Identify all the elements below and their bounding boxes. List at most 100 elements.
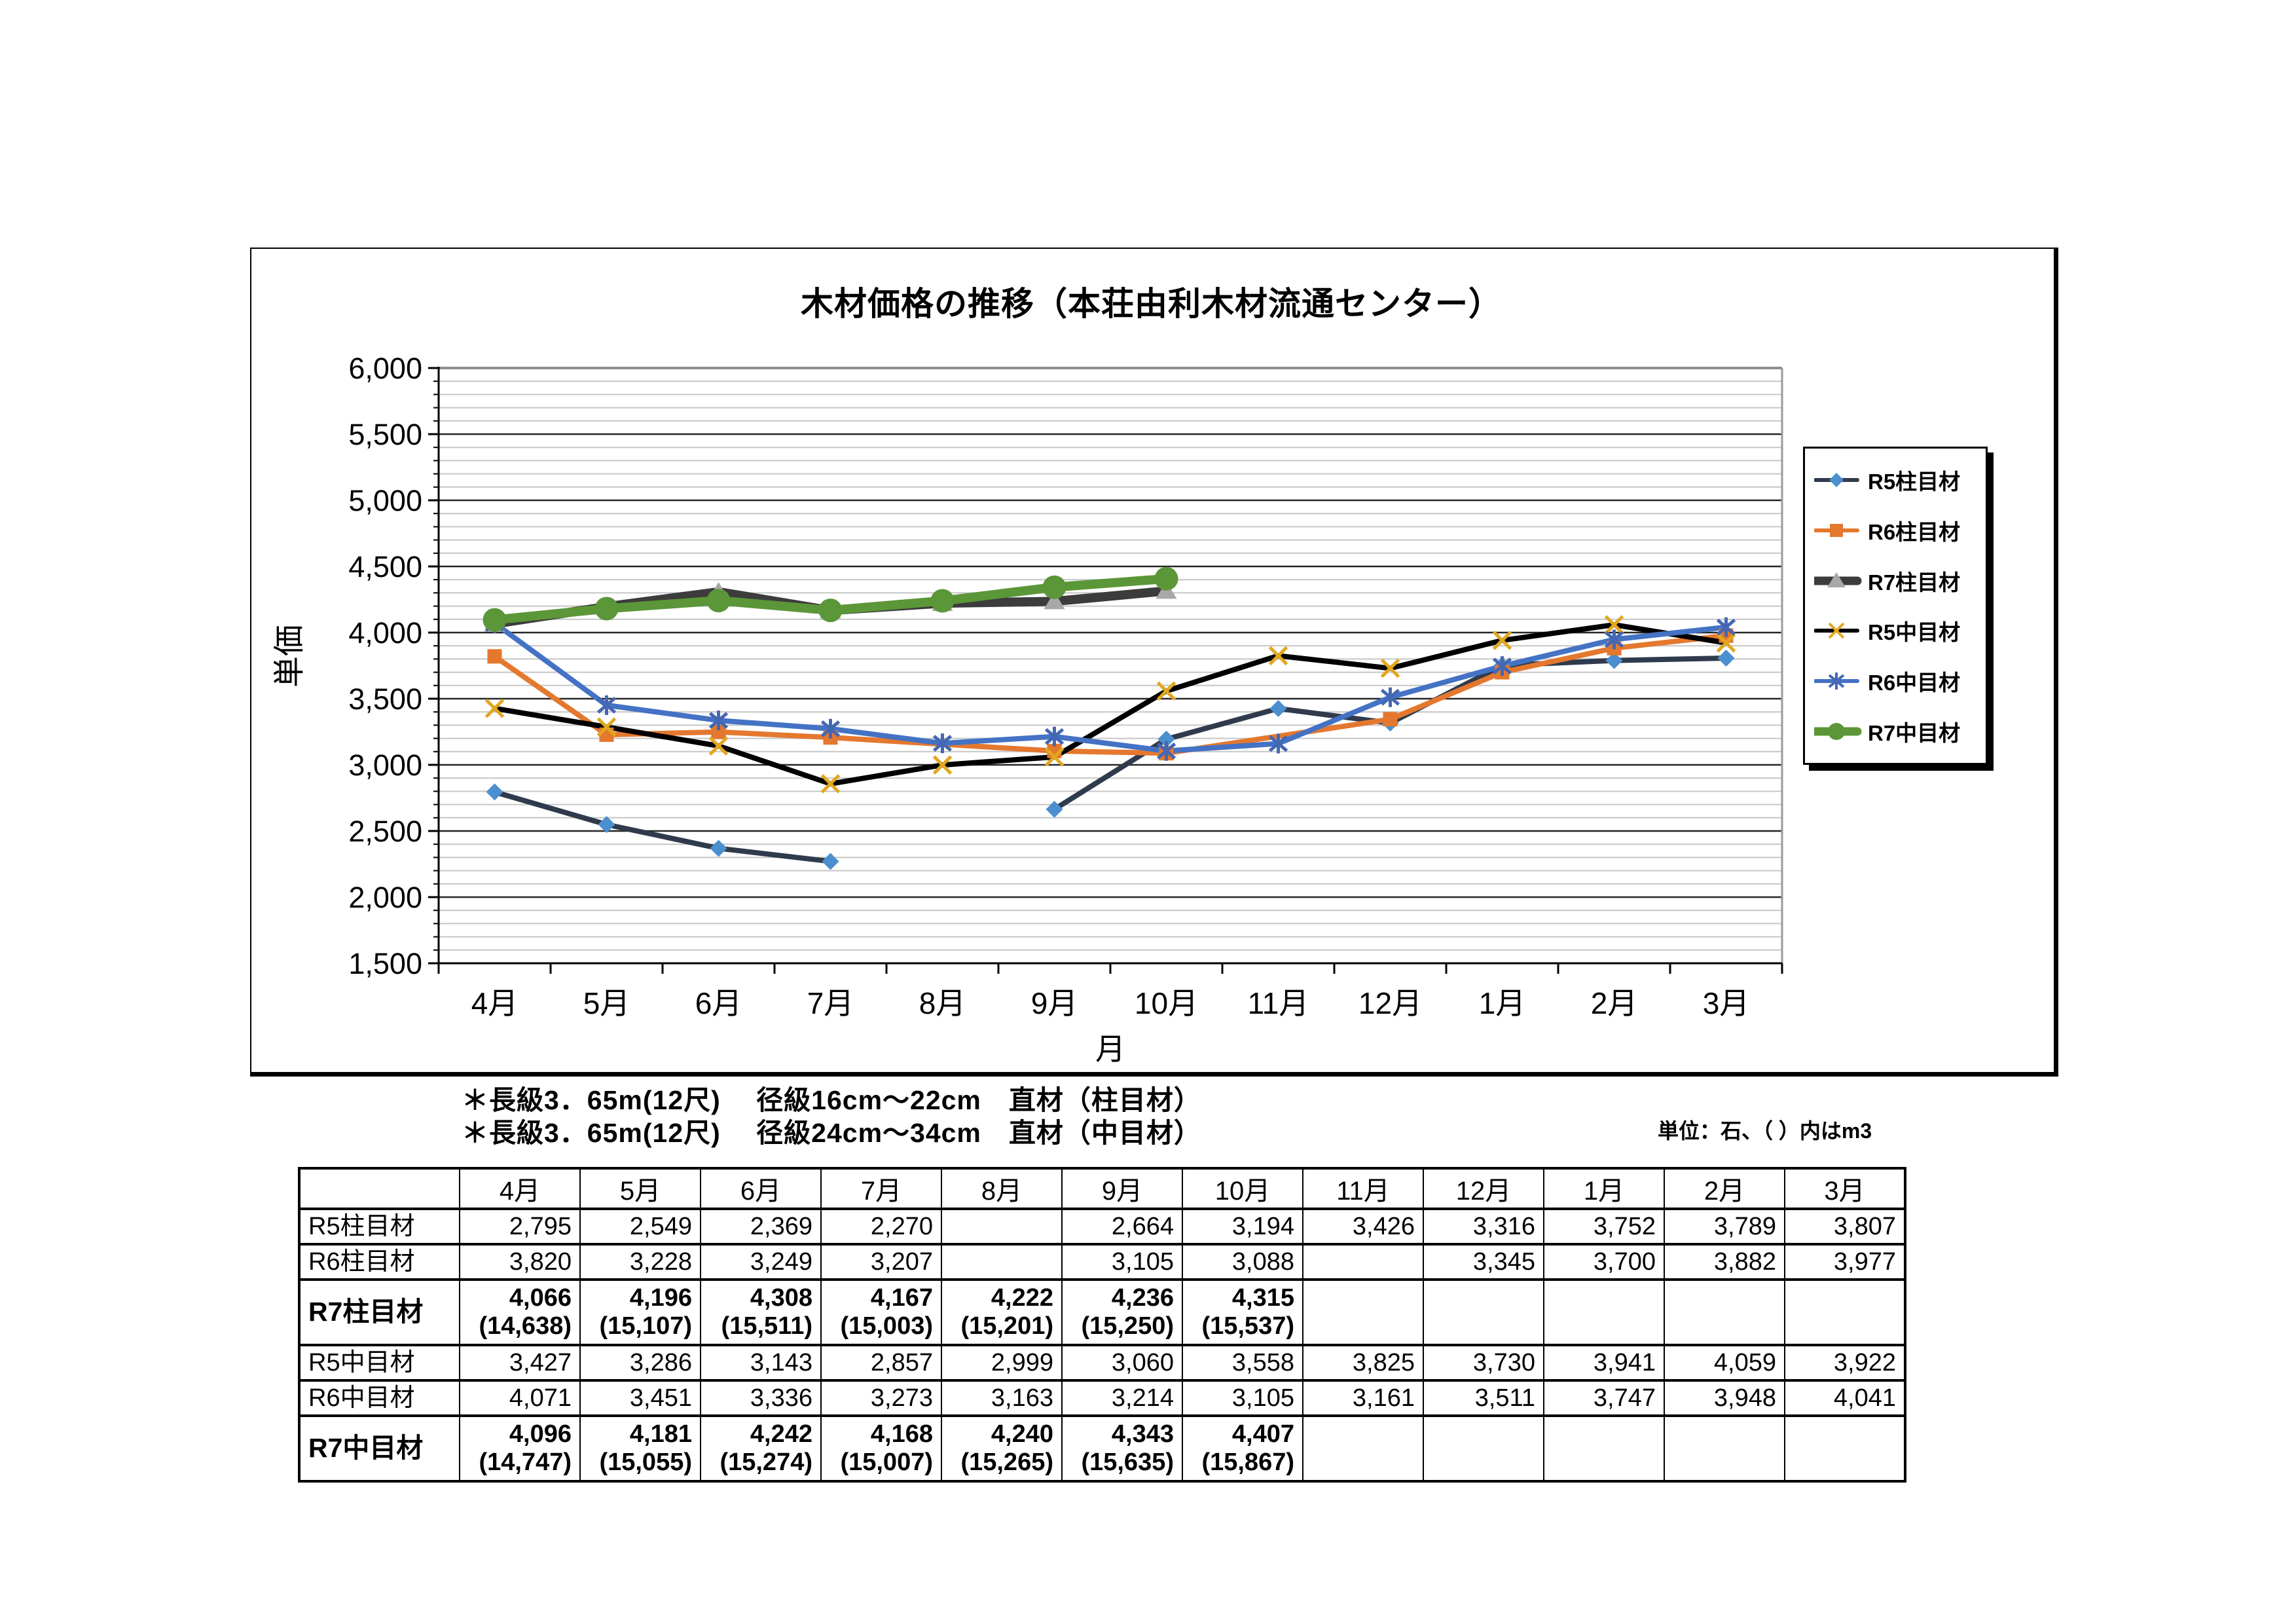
table-cell: 3,977 (1784, 1243, 1906, 1281)
footnote-pillar-spec: ＊長級3．65m(12尺) 径級16cm～22cm 直材（柱目材） (462, 1085, 1201, 1115)
table-cell: 4,181 (15,055) (579, 1414, 701, 1483)
row-label: R5柱目材 (299, 1208, 460, 1246)
table-row: R5中目材 3,427 3,286 3,143 2,857 2,999 3,060 3,558… (299, 1344, 1906, 1382)
row-label: R6中目材 (299, 1379, 460, 1417)
table-header-row: 4月 5月 6月 7月 8月 9月 10月 11月 12月 1月 2月 3月 (299, 1167, 1906, 1210)
legend-label: R7中目材 (1868, 720, 1961, 745)
table-cell: 3,316 (1423, 1208, 1544, 1246)
table-cell (1302, 1243, 1424, 1281)
table-cell: 3,161 (1302, 1379, 1424, 1417)
table-cell: 3,426 (1302, 1208, 1424, 1246)
x-marker-icon (1814, 622, 1859, 639)
table-cell: 3,228 (579, 1243, 701, 1281)
table-cell: 3,807 (1784, 1208, 1906, 1246)
column-header: 1月 (1543, 1167, 1665, 1210)
legend-item: R7柱目材 (1814, 563, 1986, 599)
table-cell (1664, 1278, 1785, 1346)
column-header: 7月 (820, 1167, 942, 1210)
table-cell (1543, 1278, 1665, 1346)
legend-label: R7柱目材 (1868, 570, 1961, 595)
table-cell: 4,343 (15,635) (1061, 1414, 1183, 1483)
table-cell: 2,664 (1061, 1208, 1183, 1246)
column-header: 2月 (1664, 1167, 1785, 1210)
table-cell: 4,236 (15,250) (1061, 1278, 1183, 1346)
square-marker-icon (1814, 523, 1859, 537)
table-cell (1664, 1414, 1785, 1483)
table-cell: 3,214 (1061, 1379, 1183, 1417)
column-header: 12月 (1423, 1167, 1544, 1210)
table-cell: 2,369 (700, 1208, 822, 1246)
table-cell (1302, 1414, 1424, 1483)
table-cell: 3,286 (579, 1344, 701, 1382)
column-header: 4月 (459, 1167, 581, 1210)
table-row: R6柱目材 3,820 3,228 3,249 3,207 3,105 3,088 3,345… (299, 1243, 1906, 1281)
table-cell: 3,700 (1543, 1243, 1665, 1281)
table-cell: 3,088 (1182, 1243, 1303, 1281)
table-cell: 2,795 (459, 1208, 581, 1246)
table-cell: 3,752 (1543, 1208, 1665, 1246)
column-header: 10月 (1182, 1167, 1303, 1210)
table-cell: 3,825 (1302, 1344, 1424, 1382)
table-cell: 3,511 (1423, 1379, 1544, 1417)
table-cell (1543, 1414, 1665, 1483)
table-cell: 3,163 (941, 1379, 1063, 1417)
table-cell: 4,066 (14,638) (459, 1278, 581, 1346)
table-cell (1784, 1278, 1906, 1346)
table-cell: 3,941 (1543, 1344, 1665, 1382)
table-row: R7中目材 4,096 (14,747) 4,181 (15,055) 4,242 (… (299, 1414, 1906, 1483)
table-cell: 3,143 (700, 1344, 822, 1382)
table-cell: 3,882 (1664, 1243, 1785, 1281)
legend-item: R6柱目材 (1814, 512, 1986, 549)
table-cell: 3,948 (1664, 1379, 1785, 1417)
table-cell: 3,820 (459, 1243, 581, 1281)
table-cell: 3,427 (459, 1344, 581, 1382)
chart-area-frame (250, 248, 2058, 1077)
chart-legend: R5柱目材 R6柱目材 R7柱目材 R5中目材 R6中目材 R7中目材 (1803, 447, 1988, 765)
legend-label: R6柱目材 (1868, 519, 1961, 544)
row-label: R7柱目材 (299, 1278, 460, 1346)
table-cell (1423, 1414, 1544, 1483)
table-cell: 4,168 (15,007) (820, 1414, 942, 1483)
table-cell: 4,407 (15,867) (1182, 1414, 1303, 1483)
table-cell: 3,207 (820, 1243, 942, 1281)
table-cell: 2,549 (579, 1208, 701, 1246)
table-cell: 3,730 (1423, 1344, 1544, 1382)
table-cell: 3,105 (1061, 1243, 1183, 1281)
diamond-marker-icon (1814, 473, 1859, 488)
table-cell: 3,194 (1182, 1208, 1303, 1246)
legend-item: R5中目材 (1814, 612, 1986, 649)
table-cell: 4,059 (1664, 1344, 1785, 1382)
table-cell: 3,558 (1182, 1344, 1303, 1382)
column-header: 9月 (1061, 1167, 1183, 1210)
table-cell: 4,167 (15,003) (820, 1278, 942, 1346)
asterisk-marker-icon (1814, 672, 1859, 690)
legend-label: R6中目材 (1868, 670, 1961, 695)
table-cell: 3,451 (579, 1379, 701, 1417)
table-cell: 2,857 (820, 1344, 942, 1382)
legend-item: R7中目材 (1814, 713, 1986, 750)
table-cell (941, 1208, 1063, 1246)
column-header: 5月 (579, 1167, 701, 1210)
table-cell (1302, 1278, 1424, 1346)
table-cell (1423, 1278, 1544, 1346)
table-row: R7柱目材 4,066 (14,638) 4,196 (15,107) 4,308 (… (299, 1278, 1906, 1346)
table-cell: 4,041 (1784, 1379, 1906, 1417)
table-row: R5柱目材 2,795 2,549 2,369 2,270 2,664 3,194 3,426… (299, 1208, 1906, 1246)
row-label: R7中目材 (299, 1414, 460, 1483)
legend-label: R5中目材 (1868, 620, 1961, 645)
row-label: R5中目材 (299, 1344, 460, 1382)
table-cell: 3,345 (1423, 1243, 1544, 1281)
triangle-marker-icon (1814, 572, 1862, 587)
chart-title: 木材価格の推移（本荘由利木材流通センター） (801, 286, 1502, 322)
table-cell: 4,240 (15,265) (941, 1414, 1063, 1483)
price-table: 4月 5月 6月 7月 8月 9月 10月 11月 12月 1月 2月 3月 R5柱目材 2,795 2,5… (298, 1167, 1906, 1483)
table-row: R6中目材 4,071 3,451 3,336 3,273 3,163 3,214 3,105… (299, 1379, 1906, 1417)
table-cell: 3,249 (700, 1243, 822, 1281)
table-cell: 3,273 (820, 1379, 942, 1417)
table-cell: 4,242 (15,274) (700, 1414, 822, 1483)
table-cell: 4,315 (15,537) (1182, 1278, 1303, 1346)
unit-note: 単位：石、（ ）内はm3 (1658, 1119, 1872, 1143)
table-cell: 3,336 (700, 1379, 822, 1417)
table-cell: 4,308 (15,511) (700, 1278, 822, 1346)
